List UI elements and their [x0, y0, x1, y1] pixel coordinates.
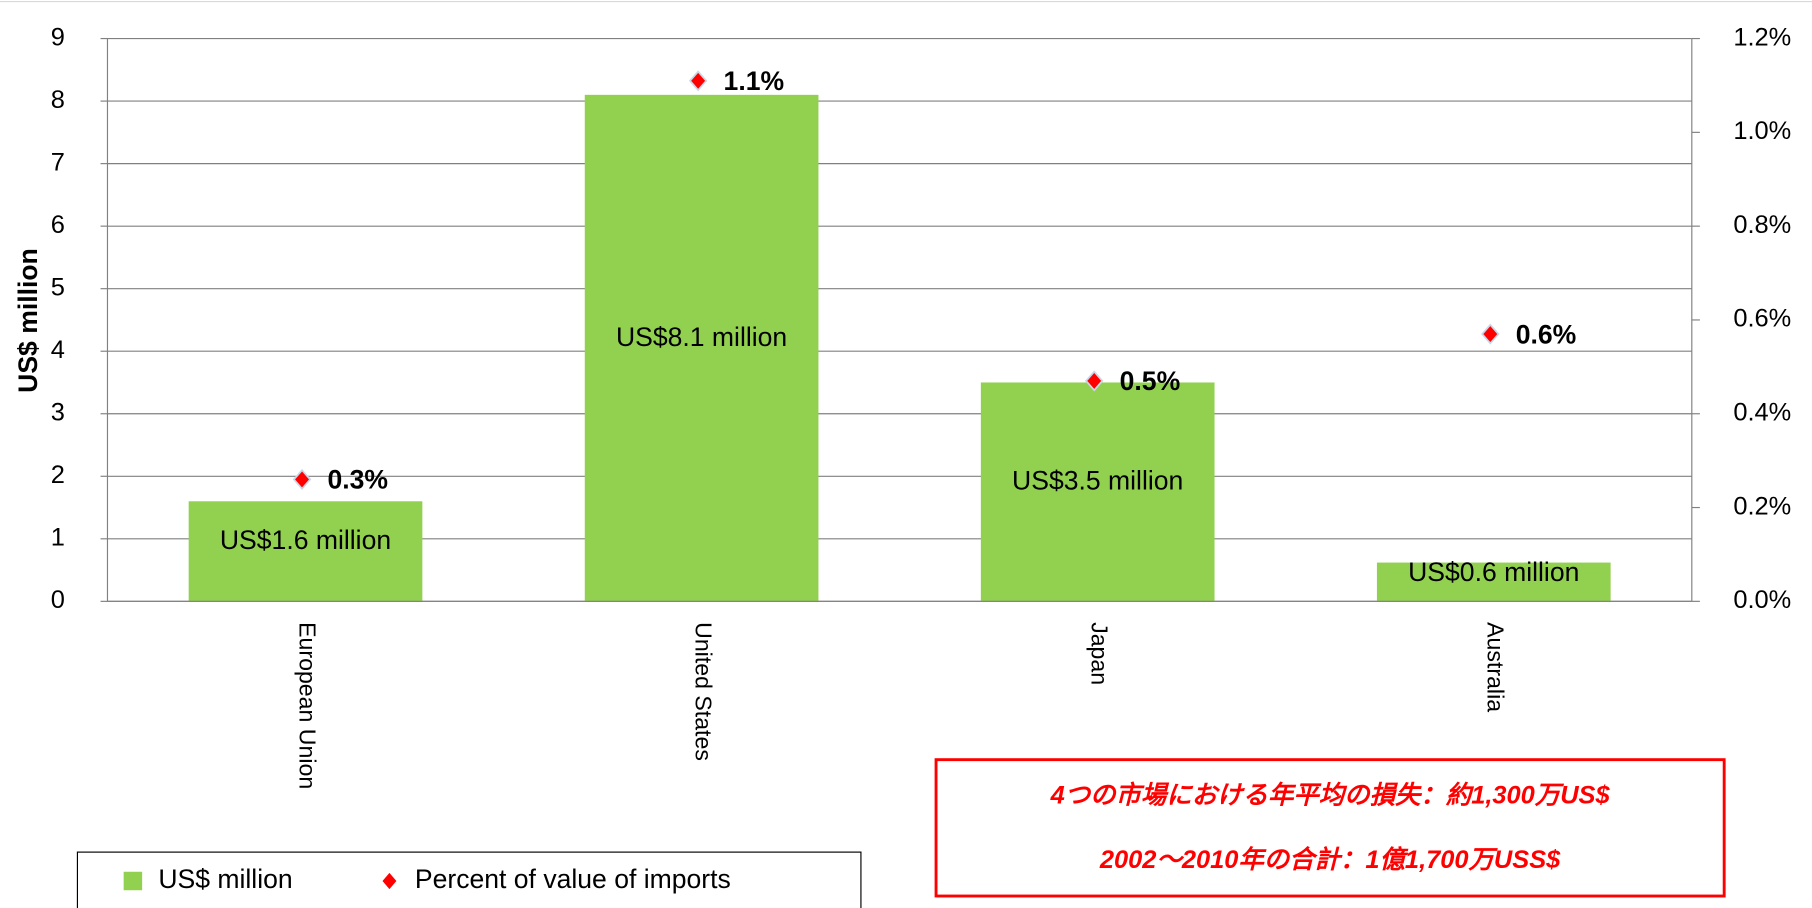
- y-tick-label: 8: [51, 86, 65, 114]
- bar: [188, 501, 423, 602]
- marker: [1084, 370, 1104, 392]
- legend-label: Percent of value of imports: [415, 864, 731, 894]
- y-tick-label: 1: [51, 524, 65, 552]
- bar: [584, 94, 819, 602]
- annotation: 2002～2010年の合計：1億1,700万USS$: [1099, 845, 1561, 874]
- point-value-label: 1.1%: [724, 66, 785, 96]
- marker: [688, 70, 708, 92]
- y-axis-title: US$ million: [13, 248, 43, 393]
- x-tick-label: United States: [690, 622, 716, 761]
- y2-tick-label: 0.4%: [1733, 398, 1791, 426]
- y-tick-label: 3: [51, 398, 65, 426]
- x-tick-label: European Union: [294, 622, 320, 789]
- legend-label: US$ million: [158, 864, 292, 894]
- marker: [1481, 323, 1500, 345]
- point-value-label: 0.3%: [327, 465, 388, 495]
- y-tick-label: 7: [51, 148, 65, 176]
- annotation: 4つの市場における年平均の損失：約1,300万US$: [1050, 780, 1611, 809]
- y2-tick-label: 0.6%: [1733, 305, 1791, 333]
- y2-tick-label: 0.0%: [1733, 586, 1791, 614]
- bar-value-label: US$0.6 million: [1408, 557, 1579, 587]
- legend-box: [76, 851, 862, 908]
- bar-value-label: US$1.6 million: [220, 525, 391, 555]
- y-tick-label: 5: [51, 273, 65, 301]
- point-value-label: 0.6%: [1516, 319, 1577, 349]
- y-tick-label: 9: [51, 23, 65, 51]
- y-tick-label: 6: [51, 211, 65, 239]
- y-tick-label: 2: [51, 461, 65, 489]
- y2-tick-label: 1.2%: [1733, 23, 1791, 51]
- y-tick-label: 4: [51, 336, 65, 364]
- bar: [1376, 562, 1611, 602]
- bar-value-label: US$8.1 million: [616, 322, 787, 352]
- marker: [292, 468, 312, 490]
- x-tick-label: Japan: [1087, 622, 1113, 685]
- legend-swatch: [382, 872, 397, 890]
- annotation-box: [934, 758, 1726, 898]
- y-tick-label: 0: [51, 586, 65, 614]
- bar-value-label: US$3.5 million: [1012, 466, 1183, 496]
- y2-tick-label: 0.8%: [1733, 211, 1791, 239]
- legend-swatch: [123, 871, 143, 891]
- point-value-label: 0.5%: [1120, 366, 1181, 396]
- y2-tick-label: 0.2%: [1733, 492, 1791, 520]
- x-tick-label: Australia: [1483, 622, 1509, 712]
- bar: [980, 382, 1215, 602]
- y2-tick-label: 1.0%: [1733, 117, 1791, 145]
